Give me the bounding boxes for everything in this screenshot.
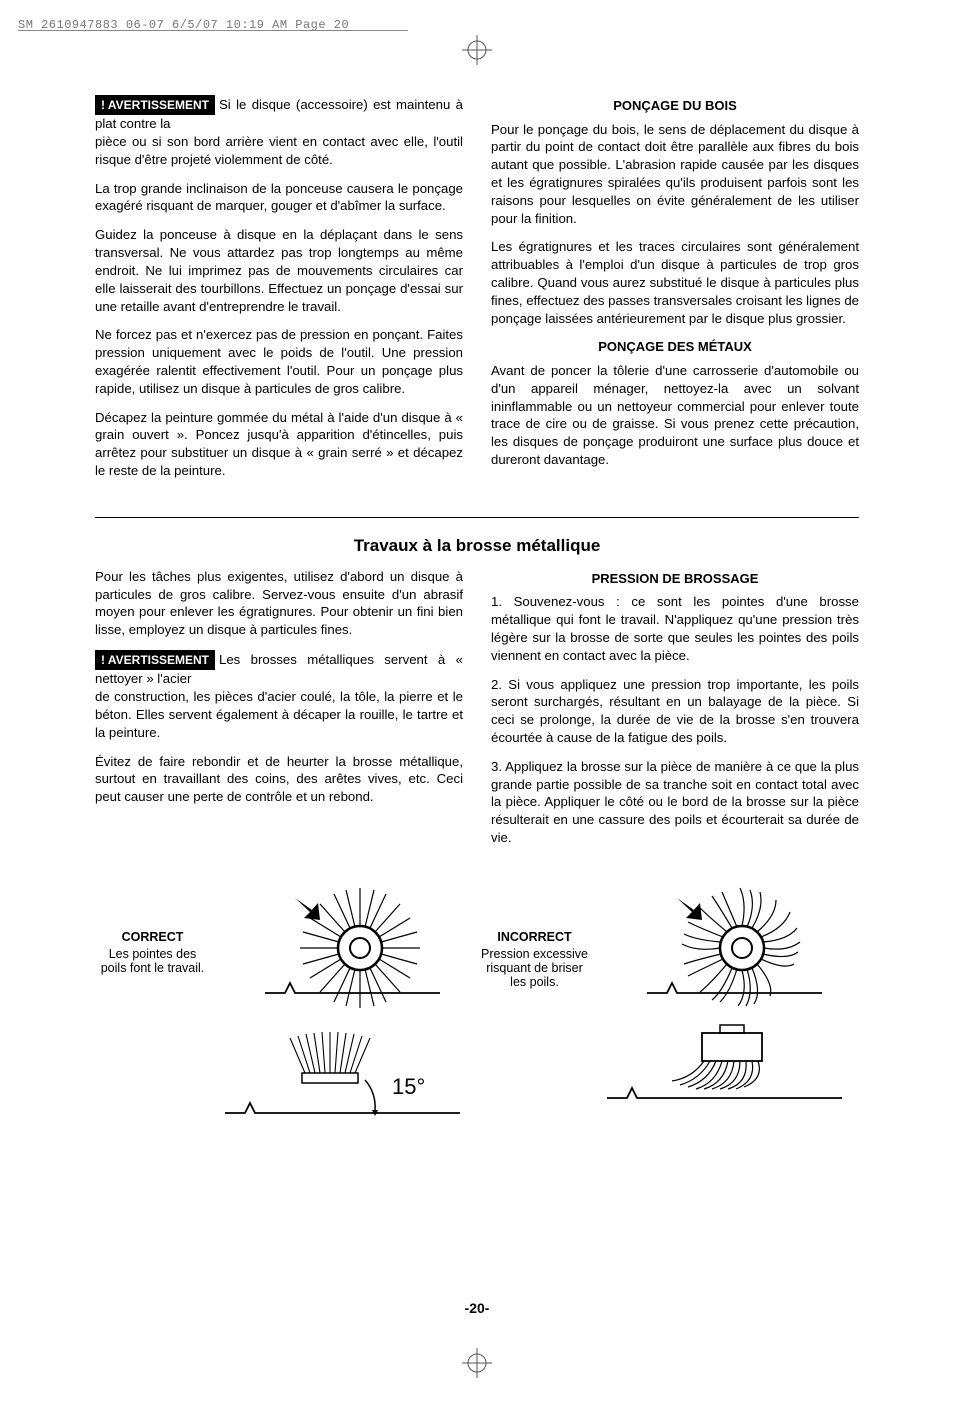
registration-mark-top <box>462 35 492 65</box>
warning-badge-2: ! AVERTISSEMENT <box>95 650 215 670</box>
registration-mark-bottom <box>462 1348 492 1378</box>
incorrect-label: INCORRECT Pression excessive risquant de… <box>477 878 592 989</box>
correct-figure: 15° <box>210 878 477 1128</box>
para-7: Les égratignures et les traces circulair… <box>491 238 859 327</box>
para-4: Ne forcez pas et n'exercez pas de pressi… <box>95 326 463 397</box>
para-2: La trop grande inclinaison de la ponceus… <box>95 180 463 216</box>
section-2-title: Travaux à la brosse métallique <box>95 536 859 556</box>
incorrect-caption: Pression excessive risquant de briser le… <box>481 947 588 989</box>
para-3: Guidez la ponceuse à disque en la déplaç… <box>95 226 463 315</box>
para-13: 2. Si vous appliquez une pression trop i… <box>491 676 859 747</box>
section-2-columns: Pour les tâches plus exigentes, utilisez… <box>95 568 859 858</box>
para-9: Pour les tâches plus exigentes, utilisez… <box>95 568 463 639</box>
para-8: Avant de poncer la tôlerie d'une carross… <box>491 362 859 469</box>
brush-incorrect-svg <box>592 878 852 1123</box>
correct-label: CORRECT Les pointes des poils font le tr… <box>95 878 210 975</box>
section-1-left-column: ! AVERTISSEMENTSi le disque (accessoire)… <box>95 95 463 491</box>
para-6: Pour le ponçage du bois, le sens de dépl… <box>491 121 859 228</box>
heading-poncage-metaux: PONÇAGE DES MÉTAUX <box>491 338 859 356</box>
figure-row: CORRECT Les pointes des poils font le tr… <box>95 878 859 1128</box>
para-11: Évitez de faire rebondir et de heurter l… <box>95 753 463 806</box>
para-5: Décapez la peinture gommée du métal à l'… <box>95 409 463 480</box>
correct-caption: Les pointes des poils font le travail. <box>101 947 205 975</box>
para-10: ! AVERTISSEMENTLes brosses métalliques s… <box>95 650 463 741</box>
para-1-rest: pièce ou si son bord arrière vient en co… <box>95 133 463 169</box>
header-underline <box>18 30 408 31</box>
incorrect-figure <box>592 878 859 1128</box>
page-content: ! AVERTISSEMENTSi le disque (accessoire)… <box>95 95 859 1128</box>
section-1-right-column: PONÇAGE DU BOIS Pour le ponçage du bois,… <box>491 95 859 491</box>
correct-title: CORRECT <box>95 930 210 944</box>
incorrect-title: INCORRECT <box>477 930 592 944</box>
section-2-right-column: PRESSION DE BROSSAGE 1. Souvenez-vous : … <box>491 568 859 858</box>
page-number: -20- <box>465 1300 490 1316</box>
warning-badge: ! AVERTISSEMENT <box>95 95 215 115</box>
para-10-rest: de construction, les pièces d'acier coul… <box>95 688 463 741</box>
heading-pression-brossage: PRESSION DE BROSSAGE <box>491 570 859 588</box>
angle-label: 15° <box>392 1074 425 1099</box>
heading-poncage-bois: PONÇAGE DU BOIS <box>491 97 859 115</box>
brush-correct-svg: 15° <box>210 878 470 1123</box>
para-12: 1. Souvenez-vous : ce sont les pointes d… <box>491 593 859 664</box>
section-1-columns: ! AVERTISSEMENTSi le disque (accessoire)… <box>95 95 859 491</box>
para-14: 3. Appliquez la brosse sur la pièce de m… <box>491 758 859 847</box>
section-divider <box>95 517 859 518</box>
section-2-left-column: Pour les tâches plus exigentes, utilisez… <box>95 568 463 858</box>
para-1: ! AVERTISSEMENTSi le disque (accessoire)… <box>95 95 463 169</box>
